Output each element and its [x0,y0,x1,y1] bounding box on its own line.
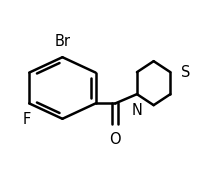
Text: Br: Br [54,34,71,49]
Text: N: N [132,103,142,118]
Text: F: F [23,112,31,127]
Text: S: S [181,65,190,80]
Text: O: O [110,132,121,147]
